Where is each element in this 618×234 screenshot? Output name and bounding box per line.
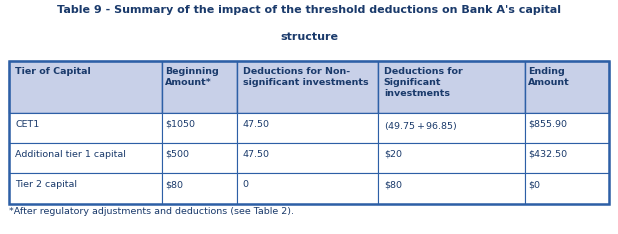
Text: $0: $0: [528, 180, 540, 189]
Text: Deductions for Non-
significant investments: Deductions for Non- significant investme…: [243, 67, 368, 87]
Text: Table 9 - Summary of the impact of the threshold deductions on Bank A's capital: Table 9 - Summary of the impact of the t…: [57, 5, 561, 15]
Text: Beginning
Amount*: Beginning Amount*: [165, 67, 219, 87]
Text: ($49.75 + $96.85): ($49.75 + $96.85): [384, 120, 457, 132]
Text: 0: 0: [243, 180, 248, 189]
Text: Deductions for
Significant
investments: Deductions for Significant investments: [384, 67, 462, 98]
Bar: [237, 61, 378, 113]
Text: $20: $20: [384, 150, 402, 159]
Bar: [237, 143, 378, 173]
Text: $432.50: $432.50: [528, 150, 567, 159]
Bar: [378, 173, 525, 204]
Text: 47.50: 47.50: [243, 150, 269, 159]
Text: structure: structure: [280, 32, 338, 42]
Bar: [9, 61, 162, 113]
Bar: [162, 143, 237, 173]
Bar: [9, 113, 162, 143]
Text: Tier 2 capital: Tier 2 capital: [15, 180, 77, 189]
Text: Tier of Capital: Tier of Capital: [15, 67, 91, 76]
Bar: [9, 173, 162, 204]
Bar: [237, 113, 378, 143]
Text: *After regulatory adjustments and deductions (see Table 2).: *After regulatory adjustments and deduct…: [9, 207, 294, 216]
Bar: [525, 143, 609, 173]
Bar: [525, 61, 609, 113]
Bar: [162, 113, 237, 143]
Text: 47.50: 47.50: [243, 120, 269, 129]
Text: Ending
Amount: Ending Amount: [528, 67, 570, 87]
Bar: [162, 61, 237, 113]
Bar: [162, 173, 237, 204]
Bar: [9, 61, 609, 204]
Text: $80: $80: [165, 180, 183, 189]
Bar: [525, 173, 609, 204]
Text: $1050: $1050: [165, 120, 195, 129]
Text: $80: $80: [384, 180, 402, 189]
Bar: [378, 113, 525, 143]
Text: $500: $500: [165, 150, 189, 159]
Bar: [378, 61, 525, 113]
Text: Additional tier 1 capital: Additional tier 1 capital: [15, 150, 126, 159]
Bar: [525, 113, 609, 143]
Text: $855.90: $855.90: [528, 120, 567, 129]
Bar: [378, 143, 525, 173]
Bar: [237, 173, 378, 204]
Text: CET1: CET1: [15, 120, 40, 129]
Bar: [9, 143, 162, 173]
